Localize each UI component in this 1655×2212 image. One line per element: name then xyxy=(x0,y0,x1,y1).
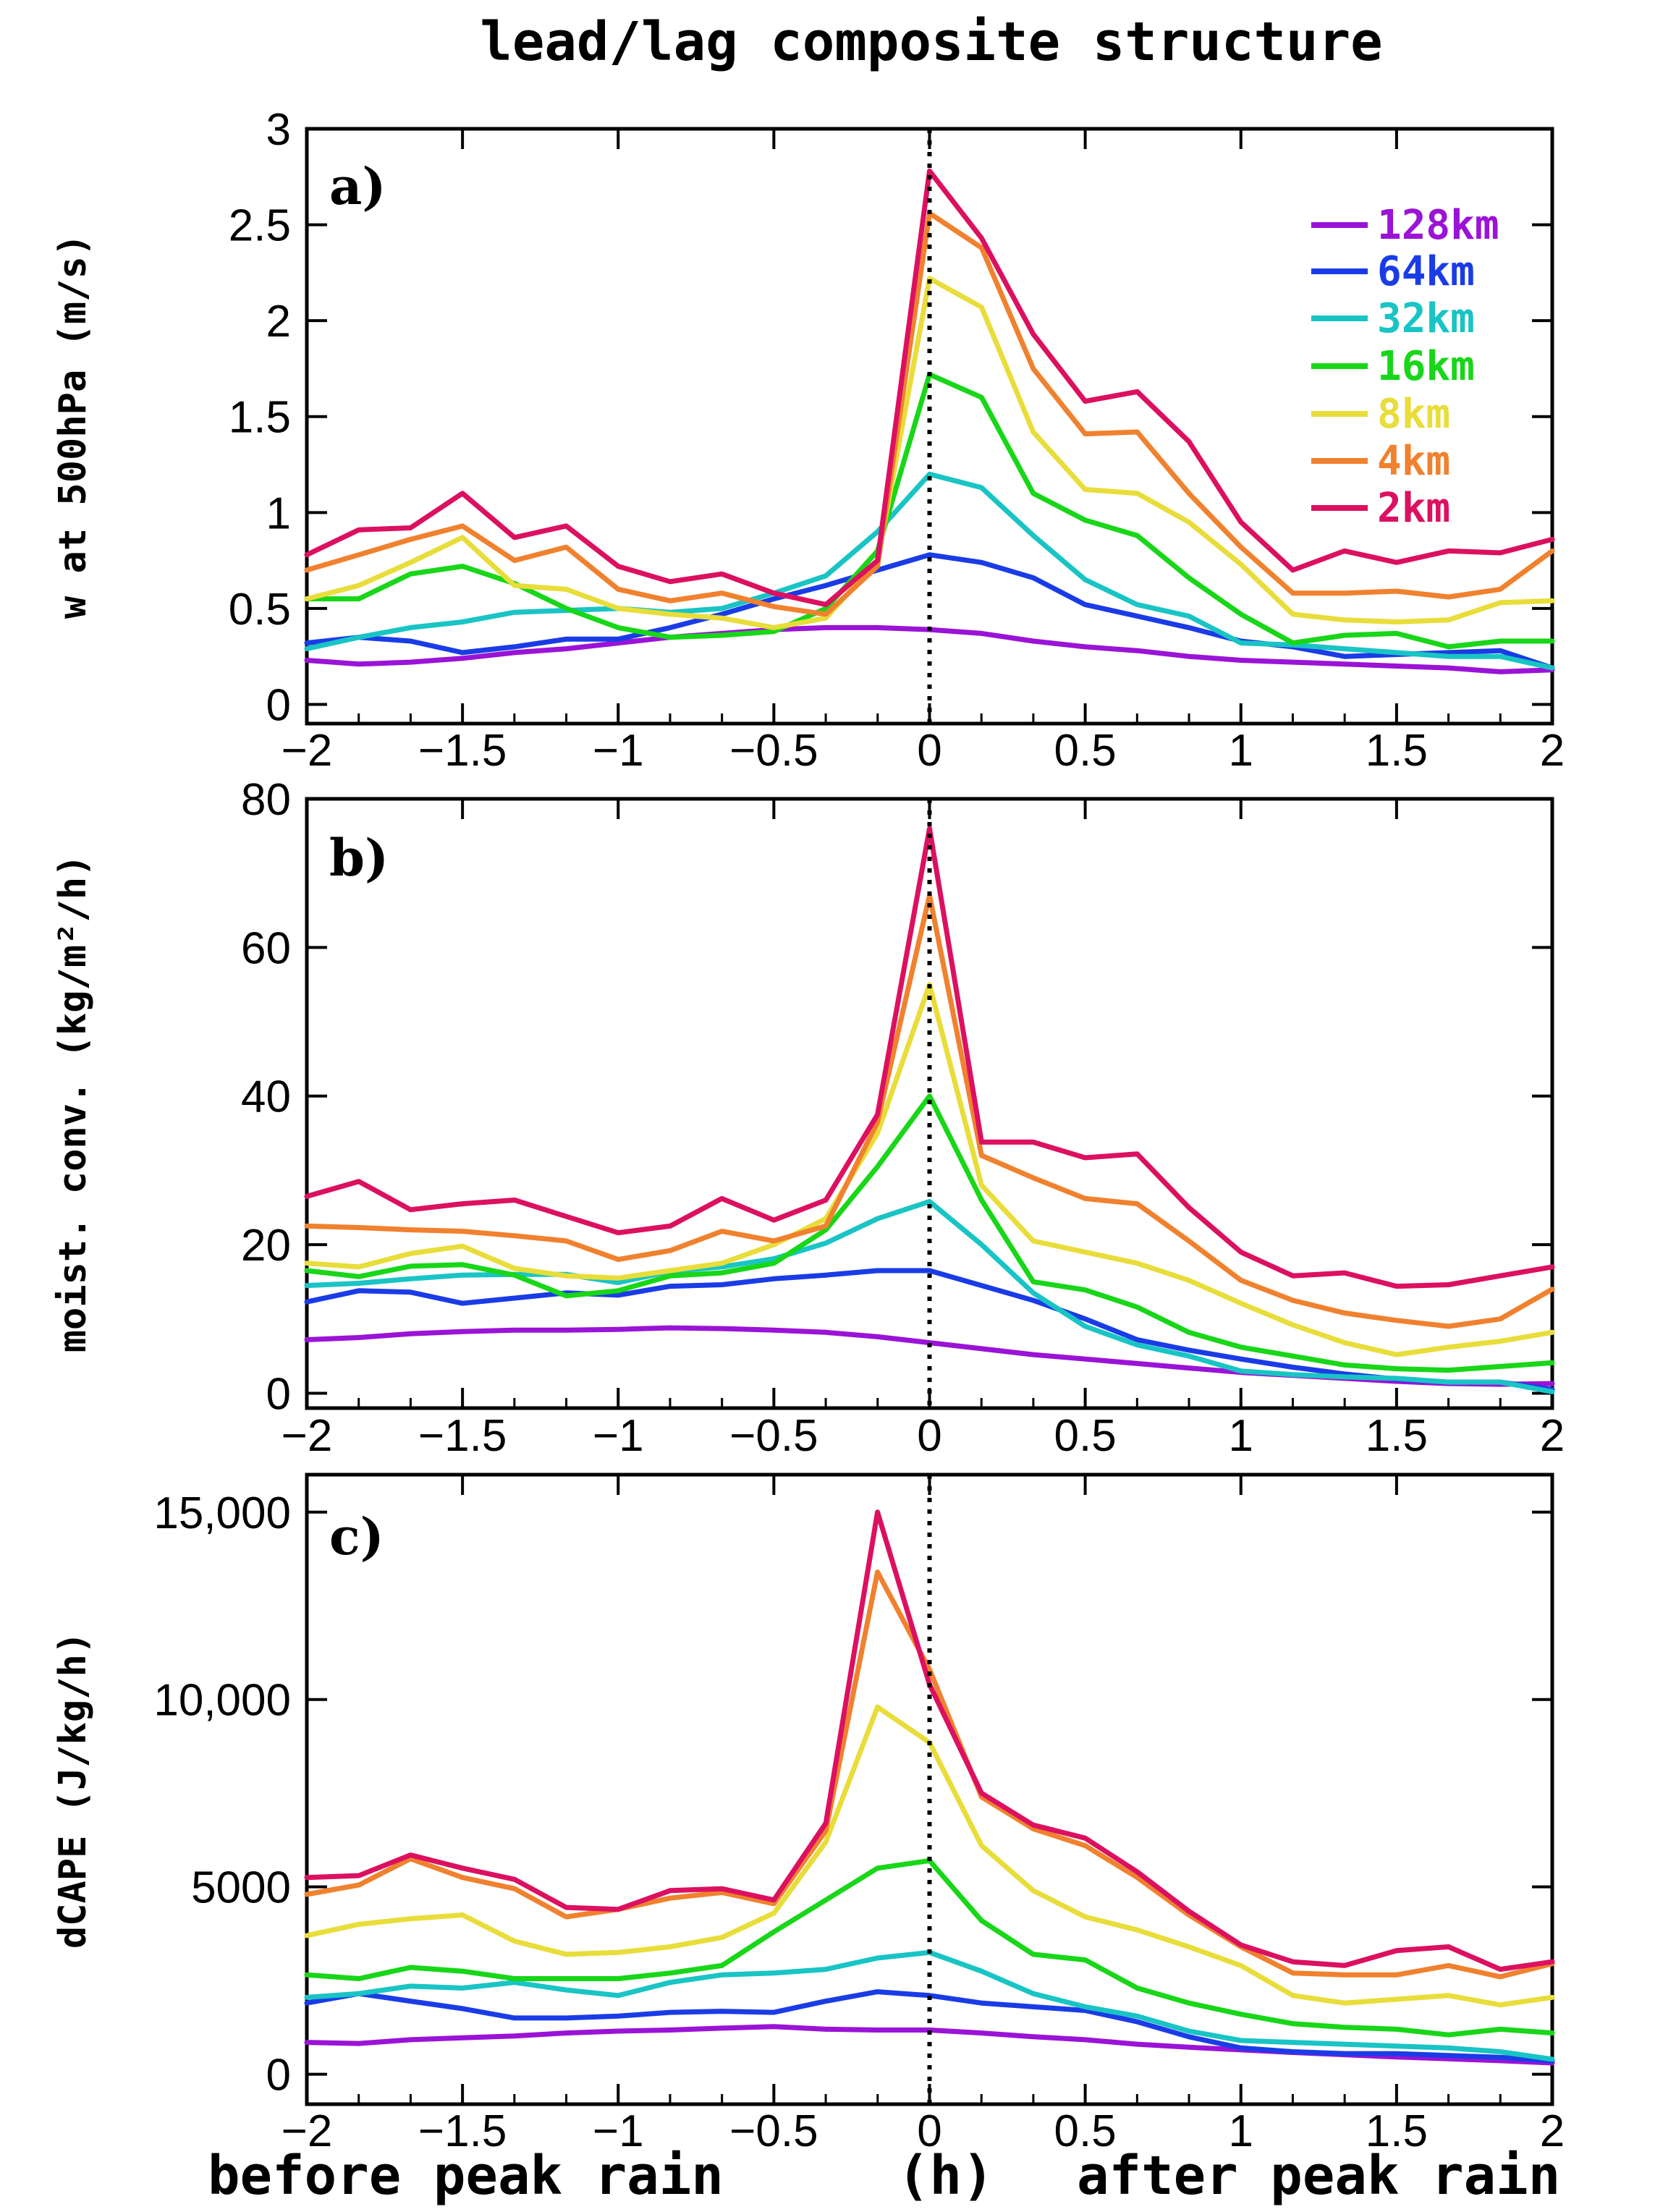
series-line-64km xyxy=(304,1989,1555,2064)
y-tick-label: 1.5 xyxy=(229,393,291,443)
x-tick-label: 0 xyxy=(917,1411,941,1461)
x-tick-label: −0.5 xyxy=(729,2106,818,2156)
x-tick-label: −2 xyxy=(282,726,333,776)
series-line-64km xyxy=(304,1268,1555,1392)
x-tick-label: 1.5 xyxy=(1366,726,1428,776)
legend-label-4km: 4km xyxy=(1377,438,1450,485)
x-tick-label: −0.5 xyxy=(729,726,818,776)
series-line-2km xyxy=(304,826,1555,1289)
panel-c-lines xyxy=(304,1509,1555,2066)
x-tick-label: −1.5 xyxy=(418,1411,507,1461)
y-tick-label: 0 xyxy=(266,680,291,730)
y-tick-label: 2.5 xyxy=(229,201,291,251)
legend-label-64km: 64km xyxy=(1377,248,1475,295)
x-tick-label: 0.5 xyxy=(1054,726,1117,776)
legend-label-32km: 32km xyxy=(1377,295,1475,342)
x-tick-label: −1 xyxy=(593,726,644,776)
legend-label-16km: 16km xyxy=(1377,343,1475,390)
panel-c-label: c) xyxy=(329,1507,384,1567)
series-line-8km xyxy=(304,276,1555,630)
legend-label-128km: 128km xyxy=(1377,202,1499,249)
x-tick-label: −1.5 xyxy=(418,2106,507,2156)
legend: 128km 64km 32km 16km 8km 4km 2km xyxy=(1311,202,1499,532)
series-line-4km xyxy=(304,1569,1555,1980)
series-line-16km xyxy=(304,1093,1555,1373)
y-tick-label: 80 xyxy=(241,775,291,825)
panel-a-y-axis-label: w at 500hPa (m/s) xyxy=(51,234,95,619)
x-tick-label: 1 xyxy=(1229,2106,1253,2156)
y-tick-label: 0 xyxy=(266,1369,291,1419)
y-tick-label: 1 xyxy=(266,488,291,538)
x-tick-label: 0 xyxy=(917,726,941,776)
legend-label-2km: 2km xyxy=(1377,485,1450,532)
x-tick-label: −2 xyxy=(282,2106,333,2156)
legend-label-8km: 8km xyxy=(1377,391,1450,438)
panel-b-label: b) xyxy=(329,828,389,888)
x-tick-label: 2 xyxy=(1540,2106,1565,2156)
series-line-2km xyxy=(304,168,1555,608)
y-tick-label: 40 xyxy=(241,1072,291,1122)
x-tick-label: 2 xyxy=(1540,726,1565,776)
figure-title: lead/lag composite structure xyxy=(480,11,1382,73)
x-tick-label: 1 xyxy=(1229,726,1253,776)
y-tick-label: 5000 xyxy=(191,1863,291,1913)
y-tick-label: 0.5 xyxy=(229,585,291,635)
panel-a-ticks: −2 −1.5 −1 −0.5 0 0.5 1 1.5 2 0 0.5 1 1.5 2 2.5 3 xyxy=(229,105,1565,776)
panel-b-y-axis-label: moist. conv. (kg/m²/h) xyxy=(51,855,95,1353)
panel-c-y-axis-label: dCAPE (J/kg/h) xyxy=(51,1632,95,1949)
x-tick-label: 1.5 xyxy=(1366,1411,1428,1461)
panel-c: −2 −1.5 −1 −0.5 0 0.5 1 1.5 2 0 5000 10,000 15,000 c… xyxy=(51,1472,1565,2156)
panel-c-ticks: −2 −1.5 −1 −0.5 0 0.5 1 1.5 2 0 5000 10,000 15,000 xyxy=(153,1475,1565,2156)
x-axis-label-units: (h) xyxy=(897,2145,994,2207)
series-line-64km xyxy=(304,552,1555,671)
x-tick-label: 1.5 xyxy=(1366,2106,1428,2156)
y-tick-label: 10,000 xyxy=(153,1676,291,1726)
x-tick-label: 0.5 xyxy=(1054,2106,1117,2156)
y-tick-label: 60 xyxy=(241,923,291,973)
panel-a: −2 −1.5 −1 −0.5 0 0.5 1 1.5 2 0 0.5 1 1.5 2 2.5 3 a) w … xyxy=(51,105,1565,776)
y-tick-label: 3 xyxy=(266,105,291,155)
x-tick-label: 0.5 xyxy=(1054,1411,1117,1461)
panel-a-lines xyxy=(304,168,1555,674)
x-axis-label-before: before peak rain xyxy=(208,2145,724,2207)
panel-a-label: a) xyxy=(329,156,386,216)
x-tick-label: −1 xyxy=(593,2106,644,2156)
y-tick-label: 20 xyxy=(241,1221,291,1271)
series-line-32km xyxy=(304,471,1555,671)
x-tick-label: −0.5 xyxy=(729,1411,818,1461)
y-tick-label: 15,000 xyxy=(153,1488,291,1538)
x-tick-label: 2 xyxy=(1540,1411,1565,1461)
y-tick-label: 2 xyxy=(266,297,291,347)
x-axis-label-after: after peak rain xyxy=(1077,2145,1560,2207)
x-tick-label: −2 xyxy=(282,1411,333,1461)
x-tick-label: −1.5 xyxy=(418,726,507,776)
x-tick-label: 0 xyxy=(917,2106,941,2156)
x-tick-label: 1 xyxy=(1229,1411,1253,1461)
y-tick-label: 0 xyxy=(266,2051,291,2101)
x-tick-label: −1 xyxy=(593,1411,644,1461)
